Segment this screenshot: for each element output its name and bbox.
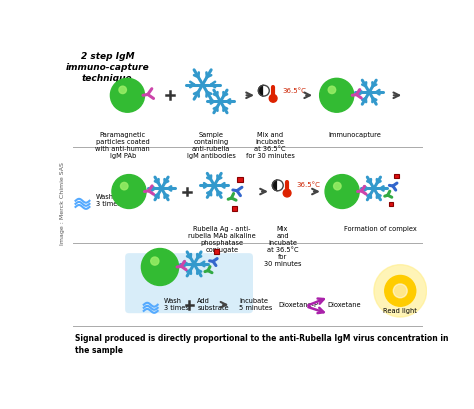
Text: Dioxetane: Dioxetane xyxy=(328,302,361,308)
Circle shape xyxy=(328,86,336,94)
FancyBboxPatch shape xyxy=(125,253,253,313)
Text: 36.5°C: 36.5°C xyxy=(296,182,320,189)
Text: Mix and
incubate
at 36.5°C
for 30 minutes: Mix and incubate at 36.5°C for 30 minute… xyxy=(246,132,294,159)
Bar xyxy=(237,177,243,182)
Text: Add
substrate: Add substrate xyxy=(197,298,229,311)
Circle shape xyxy=(112,175,146,209)
Circle shape xyxy=(374,265,427,317)
Text: Read light: Read light xyxy=(383,308,417,314)
Text: Immunocapture: Immunocapture xyxy=(329,132,382,138)
Circle shape xyxy=(269,94,277,102)
Circle shape xyxy=(393,284,407,298)
Circle shape xyxy=(119,86,127,94)
Wedge shape xyxy=(278,180,283,191)
Wedge shape xyxy=(273,180,278,191)
Bar xyxy=(214,249,219,254)
Text: Mix
and
incubate
at 36.5°C
for
30 minutes: Mix and incubate at 36.5°C for 30 minute… xyxy=(264,226,301,267)
Wedge shape xyxy=(258,85,264,96)
Circle shape xyxy=(110,79,145,112)
Circle shape xyxy=(141,249,179,285)
Text: 36.5°C: 36.5°C xyxy=(283,88,306,94)
Bar xyxy=(232,206,237,211)
Circle shape xyxy=(151,257,159,265)
Circle shape xyxy=(385,275,416,306)
Wedge shape xyxy=(264,85,269,96)
Bar xyxy=(394,174,399,178)
Circle shape xyxy=(120,182,128,190)
Text: Formation of complex: Formation of complex xyxy=(345,226,417,232)
Circle shape xyxy=(283,189,291,197)
Text: Signal produced is directly proportional to the anti-Rubella IgM virus concentra: Signal produced is directly proportional… xyxy=(75,334,448,355)
Circle shape xyxy=(319,79,354,112)
Text: Sample
containing
anti-rubella
IgM antibodies: Sample containing anti-rubella IgM antib… xyxy=(187,132,236,159)
Circle shape xyxy=(325,175,359,209)
Text: Paramagnetic
particles coated
with anti-human
IgM PAb: Paramagnetic particles coated with anti-… xyxy=(95,132,150,159)
Text: Wash
3 times: Wash 3 times xyxy=(164,298,189,311)
Bar xyxy=(389,202,393,206)
Text: Rubella Ag - anti-
rubella MAb alkaline
phosphatase
conjugate: Rubella Ag - anti- rubella MAb alkaline … xyxy=(188,226,256,253)
Text: Wash
3 times: Wash 3 times xyxy=(96,194,120,207)
Text: Incubate
5 minutes: Incubate 5 minutes xyxy=(239,298,273,311)
Text: Image : Merck Chimie SAS: Image : Merck Chimie SAS xyxy=(60,162,65,245)
Circle shape xyxy=(334,182,341,190)
Text: 2 step IgM
immuno-capture
technique: 2 step IgM immuno-capture technique xyxy=(65,52,149,83)
Text: Dioxetane-P: Dioxetane-P xyxy=(278,302,318,308)
